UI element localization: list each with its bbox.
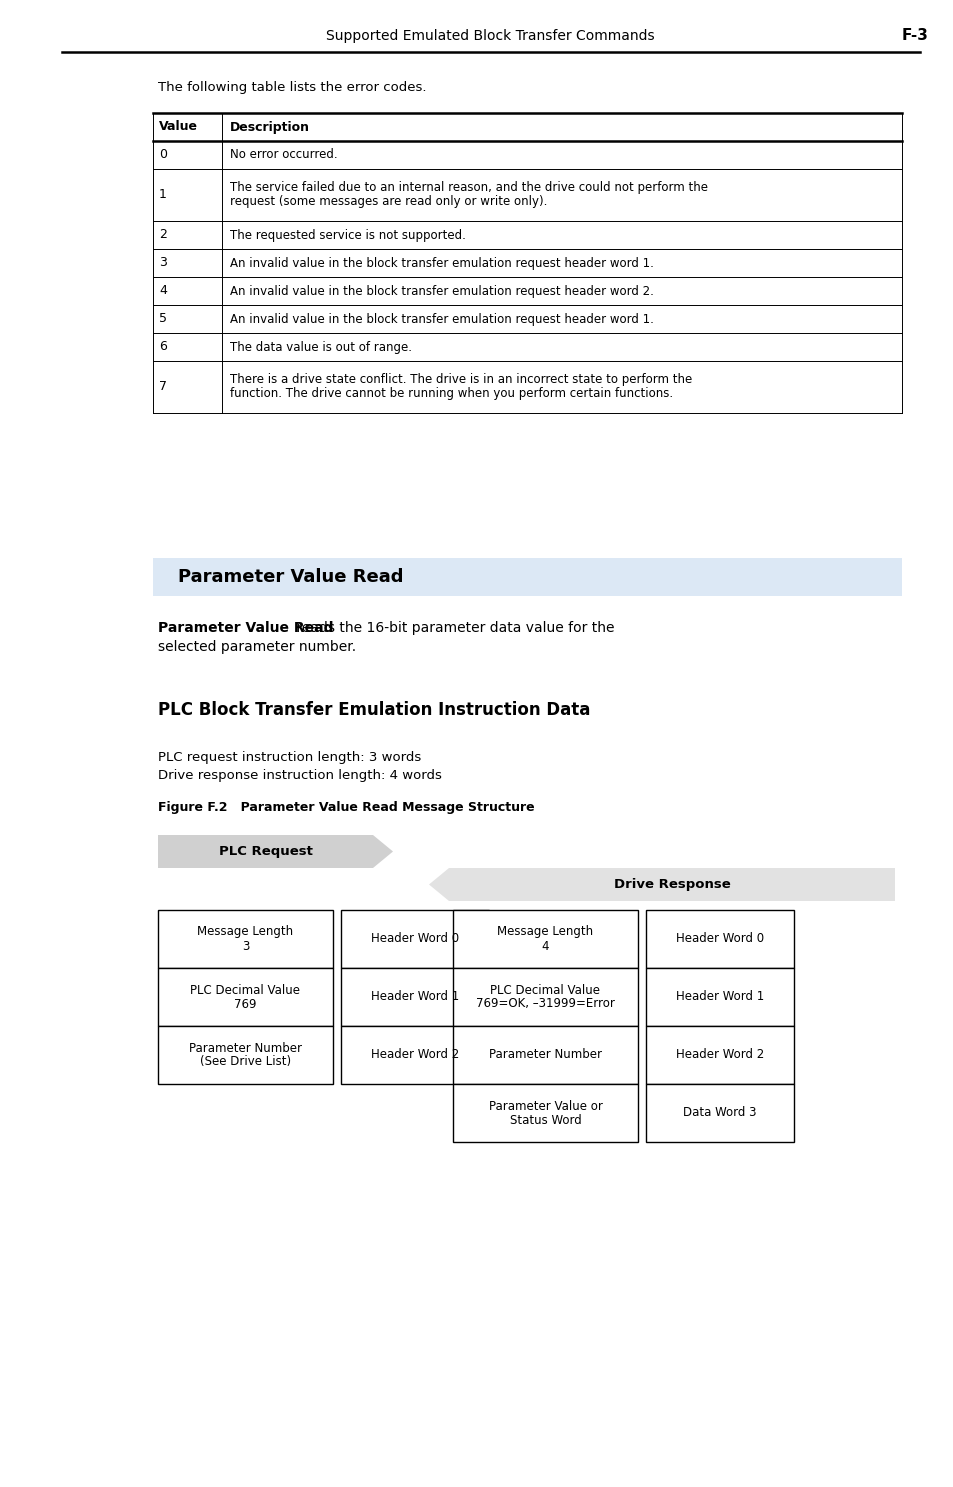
Text: Parameter Number: Parameter Number [489,1048,601,1062]
Text: Parameter Value or: Parameter Value or [488,1099,601,1112]
Text: There is a drive state conflict. The drive is in an incorrect state to perform t: There is a drive state conflict. The dri… [230,373,692,387]
Text: An invalid value in the block transfer emulation request header word 1.: An invalid value in the block transfer e… [230,256,653,269]
FancyBboxPatch shape [645,1084,793,1142]
Text: The requested service is not supported.: The requested service is not supported. [230,229,465,241]
FancyBboxPatch shape [645,1026,793,1084]
Polygon shape [429,868,894,901]
Text: 2: 2 [159,229,167,241]
Text: 0: 0 [159,149,167,162]
Text: Data Word 3: Data Word 3 [682,1106,756,1120]
Text: Message Length: Message Length [497,925,593,938]
Text: reads the 16-bit parameter data value for the: reads the 16-bit parameter data value fo… [292,622,614,635]
FancyBboxPatch shape [152,558,901,596]
Text: Status Word: Status Word [509,1114,580,1127]
Text: 5: 5 [159,312,167,326]
Text: selected parameter number.: selected parameter number. [158,639,355,654]
FancyBboxPatch shape [645,968,793,1026]
Text: 7: 7 [159,381,167,394]
Text: Description: Description [230,120,310,134]
FancyBboxPatch shape [453,1026,638,1084]
Text: Parameter Value Read: Parameter Value Read [178,568,403,586]
FancyBboxPatch shape [158,1026,333,1084]
Text: 4: 4 [541,940,549,953]
Text: Drive Response: Drive Response [613,877,730,891]
Text: 4: 4 [159,284,167,297]
Text: Parameter Value Read: Parameter Value Read [158,622,334,635]
Text: Header Word 1: Header Word 1 [675,990,763,1004]
FancyBboxPatch shape [453,1084,638,1142]
Text: 1: 1 [159,189,167,202]
Text: 6: 6 [159,341,167,354]
Text: Message Length: Message Length [197,925,294,938]
FancyBboxPatch shape [158,968,333,1026]
Text: An invalid value in the block transfer emulation request header word 2.: An invalid value in the block transfer e… [230,284,653,297]
Text: PLC Decimal Value: PLC Decimal Value [191,983,300,996]
Text: PLC Decimal Value: PLC Decimal Value [490,983,599,996]
Text: No error occurred.: No error occurred. [230,149,337,162]
Text: The service failed due to an internal reason, and the drive could not perform th: The service failed due to an internal re… [230,181,707,195]
Text: PLC Block Transfer Emulation Instruction Data: PLC Block Transfer Emulation Instruction… [158,700,590,720]
Text: 3: 3 [241,940,249,953]
FancyBboxPatch shape [453,910,638,968]
Text: request (some messages are read only or write only).: request (some messages are read only or … [230,195,547,208]
Text: PLC request instruction length: 3 words: PLC request instruction length: 3 words [158,751,421,763]
FancyBboxPatch shape [645,910,793,968]
Text: Drive response instruction length: 4 words: Drive response instruction length: 4 wor… [158,769,441,782]
Text: Header Word 0: Header Word 0 [371,932,458,946]
Text: (See Drive List): (See Drive List) [200,1056,291,1069]
Text: F-3: F-3 [901,28,927,43]
FancyBboxPatch shape [340,910,489,968]
Text: function. The drive cannot be running when you perform certain functions.: function. The drive cannot be running wh… [230,388,673,400]
Text: An invalid value in the block transfer emulation request header word 1.: An invalid value in the block transfer e… [230,312,653,326]
Polygon shape [158,836,393,868]
Text: 3: 3 [159,256,167,269]
Text: Value: Value [159,120,198,134]
Text: Header Word 1: Header Word 1 [371,990,458,1004]
FancyBboxPatch shape [453,968,638,1026]
Text: The data value is out of range.: The data value is out of range. [230,341,412,354]
Text: Parameter Number: Parameter Number [189,1041,302,1054]
Text: Figure F.2   Parameter Value Read Message Structure: Figure F.2 Parameter Value Read Message … [158,801,534,815]
Text: Supported Emulated Block Transfer Commands: Supported Emulated Block Transfer Comman… [325,30,654,43]
Text: 769: 769 [234,998,256,1011]
Text: Header Word 0: Header Word 0 [676,932,763,946]
FancyBboxPatch shape [158,910,333,968]
Text: PLC Request: PLC Request [218,845,313,858]
Text: 769=OK, –31999=Error: 769=OK, –31999=Error [476,998,615,1011]
FancyBboxPatch shape [340,1026,489,1084]
Text: Header Word 2: Header Word 2 [371,1048,458,1062]
Text: The following table lists the error codes.: The following table lists the error code… [158,82,426,95]
Text: Header Word 2: Header Word 2 [675,1048,763,1062]
FancyBboxPatch shape [340,968,489,1026]
